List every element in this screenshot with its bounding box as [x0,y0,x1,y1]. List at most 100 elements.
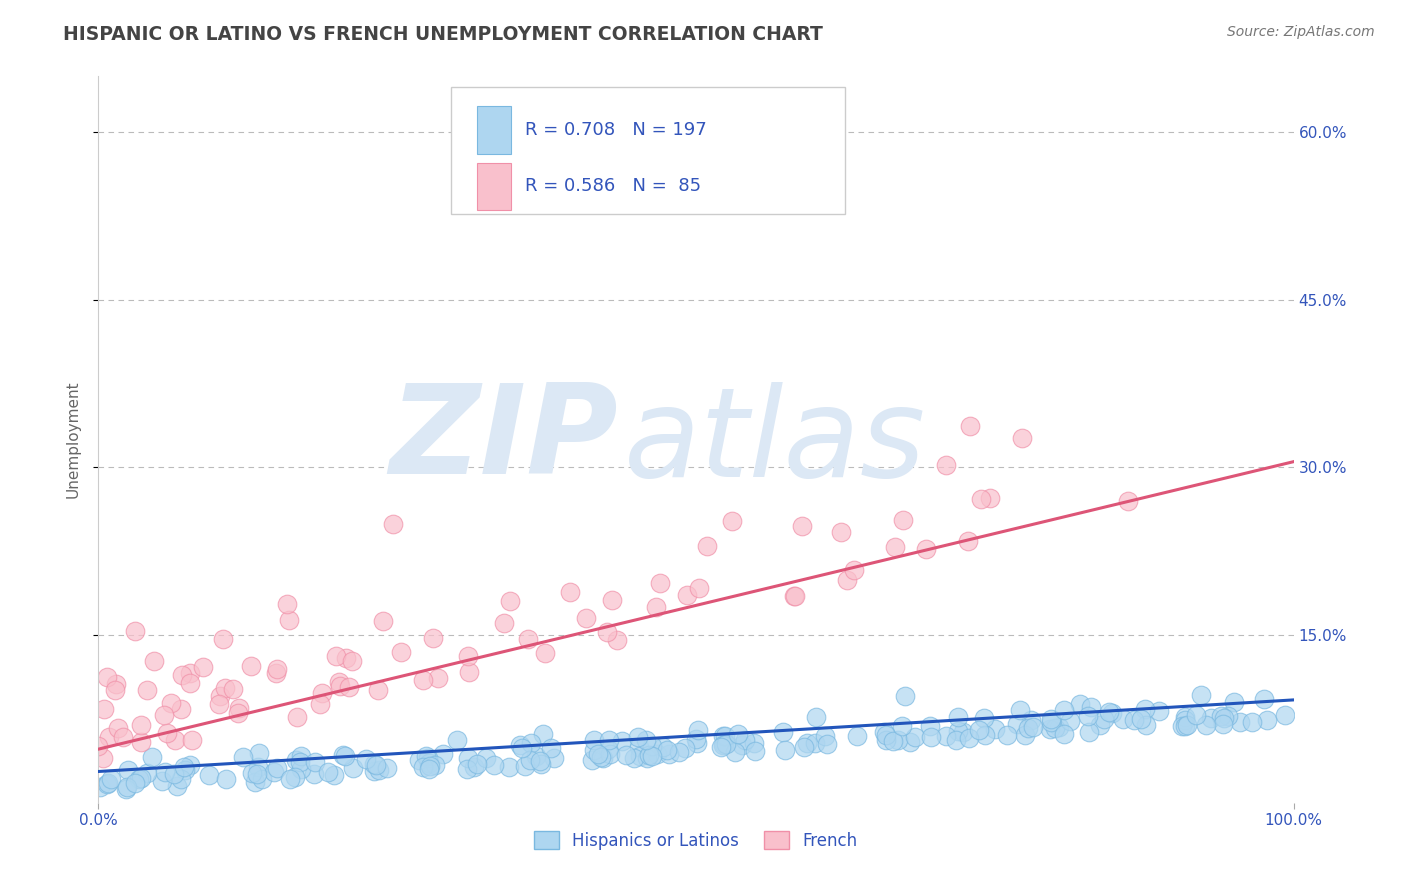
Point [650,576,672,591]
Point [484,757,506,772]
Point [970,492,993,507]
Point [1147,704,1170,718]
Point [363,756,385,771]
Point [974,728,997,742]
Point [214,681,236,695]
Point [457,751,479,765]
Point [136,682,159,697]
Point [263,764,285,779]
Point [87,739,110,753]
Point [814,729,837,743]
Point [898,735,921,749]
Point [342,762,364,776]
Point [153,707,176,722]
Point [636,733,658,747]
Point [830,524,852,539]
Point [1253,692,1275,706]
Point [935,730,957,744]
Point [1274,708,1296,723]
Point [208,697,231,711]
Point [173,759,195,773]
Point [1043,721,1066,735]
Point [519,736,541,750]
Point [1185,708,1208,723]
Point [318,765,340,780]
Point [995,728,1018,742]
Point [673,740,696,755]
Point [179,676,201,690]
Point [1212,716,1234,731]
Point [107,721,129,735]
Point [676,588,699,602]
Point [688,582,710,596]
Point [641,739,664,754]
Point [714,737,737,751]
Point [309,698,332,712]
Point [614,747,637,762]
Point [1017,721,1039,735]
Point [427,671,450,685]
Point [783,589,806,603]
Point [606,633,628,648]
Point [641,749,664,764]
Legend: Hispanics or Latinos, French: Hispanics or Latinos, French [527,825,865,856]
Point [285,753,308,767]
Point [915,541,938,556]
Point [688,723,710,738]
Point [1189,689,1212,703]
Point [389,645,412,659]
Point [873,724,896,739]
Point [422,632,444,646]
Point [956,534,979,549]
Point [903,730,925,744]
Point [628,748,651,763]
Point [1195,717,1218,731]
Point [596,742,619,756]
Point [311,686,333,700]
Point [724,745,747,759]
Point [117,763,139,777]
Point [97,776,120,790]
Point [457,665,479,680]
Point [804,736,827,750]
Point [115,781,138,796]
Point [412,673,434,688]
Point [1011,431,1033,445]
Point [596,625,619,640]
Point [432,747,454,761]
Point [100,772,122,786]
Point [686,736,709,750]
Point [412,760,434,774]
Point [375,760,398,774]
Point [276,597,298,611]
Point [1216,709,1239,723]
Point [129,718,152,732]
Point [363,764,385,778]
Point [647,747,669,762]
Point [583,743,606,757]
Point [1019,713,1042,727]
Point [952,725,974,739]
Point [1101,706,1123,720]
Point [959,418,981,433]
Point [842,563,865,577]
Point [208,689,231,703]
Point [792,519,814,533]
Point [714,729,737,743]
Point [111,731,134,745]
Point [711,739,734,753]
Point [115,780,138,794]
Point [1022,720,1045,734]
Point [97,730,120,744]
Point [1077,725,1099,739]
Point [627,739,650,754]
Point [894,689,917,703]
Point [598,733,620,747]
Point [228,701,250,715]
Point [1223,695,1246,709]
Point [1088,718,1111,732]
Text: R = 0.708   N = 197: R = 0.708 N = 197 [524,121,707,139]
Point [170,772,193,786]
Point [727,726,749,740]
Point [156,725,179,739]
